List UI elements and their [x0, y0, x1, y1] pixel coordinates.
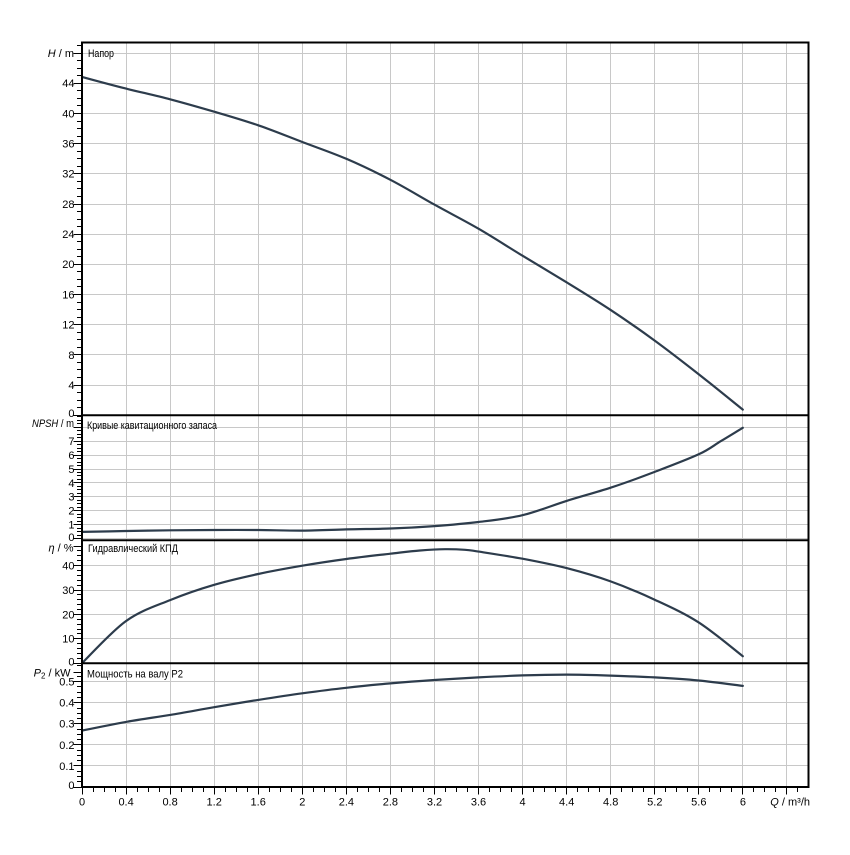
svg-text:Q / m³/h: Q / m³/h [770, 796, 810, 808]
svg-text:0.4: 0.4 [59, 698, 74, 710]
svg-text:0.3: 0.3 [59, 719, 74, 731]
svg-text:10: 10 [62, 634, 74, 646]
svg-text:4.4: 4.4 [559, 796, 574, 808]
svg-text:30: 30 [62, 585, 74, 597]
svg-text:3.6: 3.6 [471, 796, 486, 808]
svg-text:0: 0 [68, 532, 74, 544]
svg-text:5: 5 [68, 464, 74, 476]
svg-text:28: 28 [62, 199, 74, 211]
svg-text:40: 40 [62, 108, 74, 120]
svg-text:32: 32 [62, 169, 74, 181]
svg-text:44: 44 [62, 78, 74, 90]
svg-text:4: 4 [68, 380, 74, 392]
svg-text:4.8: 4.8 [603, 796, 618, 808]
svg-text:1: 1 [68, 520, 74, 532]
svg-text:5.2: 5.2 [647, 796, 662, 808]
svg-text:6: 6 [740, 796, 746, 808]
svg-text:NPSH / m: NPSH / m [32, 418, 74, 430]
svg-text:0: 0 [68, 780, 74, 792]
svg-text:8: 8 [68, 350, 74, 362]
svg-text:5.6: 5.6 [691, 796, 706, 808]
svg-text:16: 16 [62, 289, 74, 301]
svg-text:0: 0 [79, 796, 85, 808]
svg-text:0.8: 0.8 [162, 796, 177, 808]
svg-text:0: 0 [68, 657, 74, 669]
svg-text:0: 0 [68, 408, 74, 420]
svg-text:Мощность на валу P2: Мощность на валу P2 [87, 668, 183, 680]
svg-text:40: 40 [62, 561, 74, 573]
svg-text:3: 3 [68, 492, 74, 504]
svg-text:2.8: 2.8 [383, 796, 398, 808]
svg-text:Напор: Напор [88, 48, 114, 60]
svg-text:36: 36 [62, 139, 74, 151]
svg-text:0.4: 0.4 [118, 796, 133, 808]
svg-text:2.4: 2.4 [339, 796, 354, 808]
svg-text:1.2: 1.2 [207, 796, 222, 808]
svg-text:24: 24 [62, 229, 74, 241]
svg-text:3.2: 3.2 [427, 796, 442, 808]
svg-text:Гидравлический КПД: Гидравлический КПД [88, 543, 178, 555]
svg-text:0.5: 0.5 [59, 677, 74, 689]
svg-text:1.6: 1.6 [251, 796, 266, 808]
svg-text:0.1: 0.1 [59, 761, 74, 773]
svg-text:7: 7 [68, 436, 74, 448]
svg-text:2: 2 [68, 506, 74, 518]
svg-text:20: 20 [62, 609, 74, 621]
svg-text:12: 12 [62, 320, 74, 332]
svg-text:H / m: H / m [48, 48, 74, 60]
svg-text:4: 4 [520, 796, 526, 808]
svg-text:6: 6 [68, 450, 74, 462]
svg-text:2: 2 [299, 796, 305, 808]
svg-text:P2 / kW: P2 / kW [34, 667, 71, 680]
svg-text:20: 20 [62, 259, 74, 271]
svg-text:0.2: 0.2 [59, 740, 74, 752]
svg-text:Кривые кавитационного запаса: Кривые кавитационного запаса [87, 420, 218, 432]
svg-text:4: 4 [68, 478, 74, 490]
svg-text:η / %: η / % [48, 542, 73, 554]
